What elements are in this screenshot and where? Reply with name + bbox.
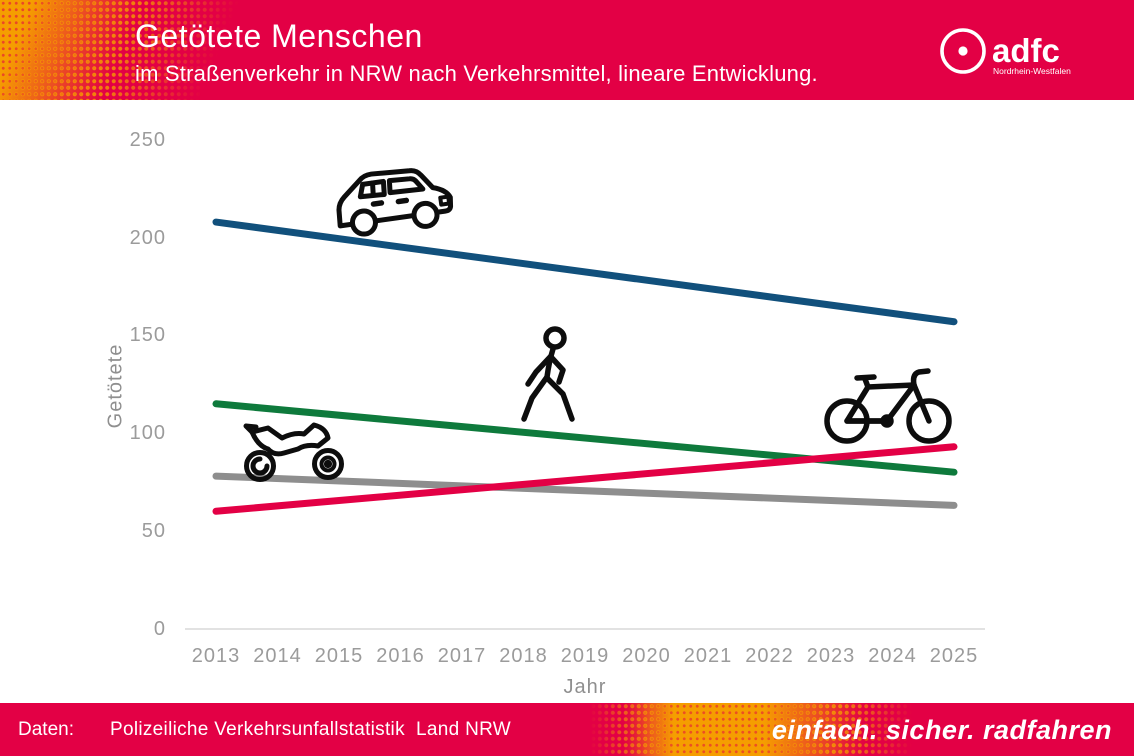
x-tick-label: 2019 — [560, 645, 610, 667]
page-title: Getötete Menschen — [135, 18, 423, 54]
x-tick-label: 2024 — [868, 645, 917, 667]
page-subtitle: im Straßenverkehr in NRW nach Verkehrsmi… — [135, 61, 818, 86]
x-tick-label: 2017 — [437, 645, 487, 667]
x-tick-label: 2014 — [253, 645, 302, 667]
campaign-slogan: einfach. sicher. radfahren — [771, 715, 1112, 745]
y-tick-label: 0 — [153, 617, 166, 640]
bicycle-icon — [821, 360, 955, 446]
pedestrian-icon — [517, 326, 583, 430]
y-tick-label: 200 — [129, 226, 166, 249]
x-tick-label: 2015 — [314, 645, 364, 667]
car-icon — [323, 148, 467, 250]
adfc-logo-region-text: Nordrhein-Westfalen — [993, 66, 1071, 76]
adfc-logo: adfc Nordrhein-Westfalen — [936, 20, 1106, 82]
y-tick-label: 100 — [129, 422, 166, 445]
x-axis-title: Jahr — [563, 676, 607, 698]
y-tick-label: 250 — [129, 129, 166, 151]
x-tick-label: 2025 — [929, 645, 979, 667]
header-banner: Getötete Menschen im Straßenverkehr in N… — [0, 0, 1134, 100]
data-source-label: Daten: — [18, 719, 74, 740]
x-tick-label: 2018 — [499, 645, 548, 667]
x-tick-label: 2013 — [191, 645, 241, 667]
footer-banner: Daten: Polizeiliche Verkehrsunfallstatis… — [0, 703, 1134, 756]
x-tick-label: 2022 — [745, 645, 794, 667]
y-axis-title: Getötete — [104, 343, 127, 429]
x-tick-label: 2021 — [683, 645, 733, 667]
x-tick-label: 2020 — [622, 645, 671, 667]
x-tick-label: 2016 — [376, 645, 425, 667]
y-tick-label: 150 — [129, 324, 166, 347]
motorcycle-icon — [238, 418, 350, 484]
adfc-logo-text: adfc — [992, 32, 1060, 69]
data-source-text: Polizeiliche Verkehrsunfallstatistik Lan… — [110, 719, 512, 740]
y-tick-label: 50 — [141, 519, 166, 542]
x-tick-label: 2023 — [806, 645, 856, 667]
adfc-wheel-icon: adfc Nordrhein-Westfalen — [940, 27, 1071, 76]
